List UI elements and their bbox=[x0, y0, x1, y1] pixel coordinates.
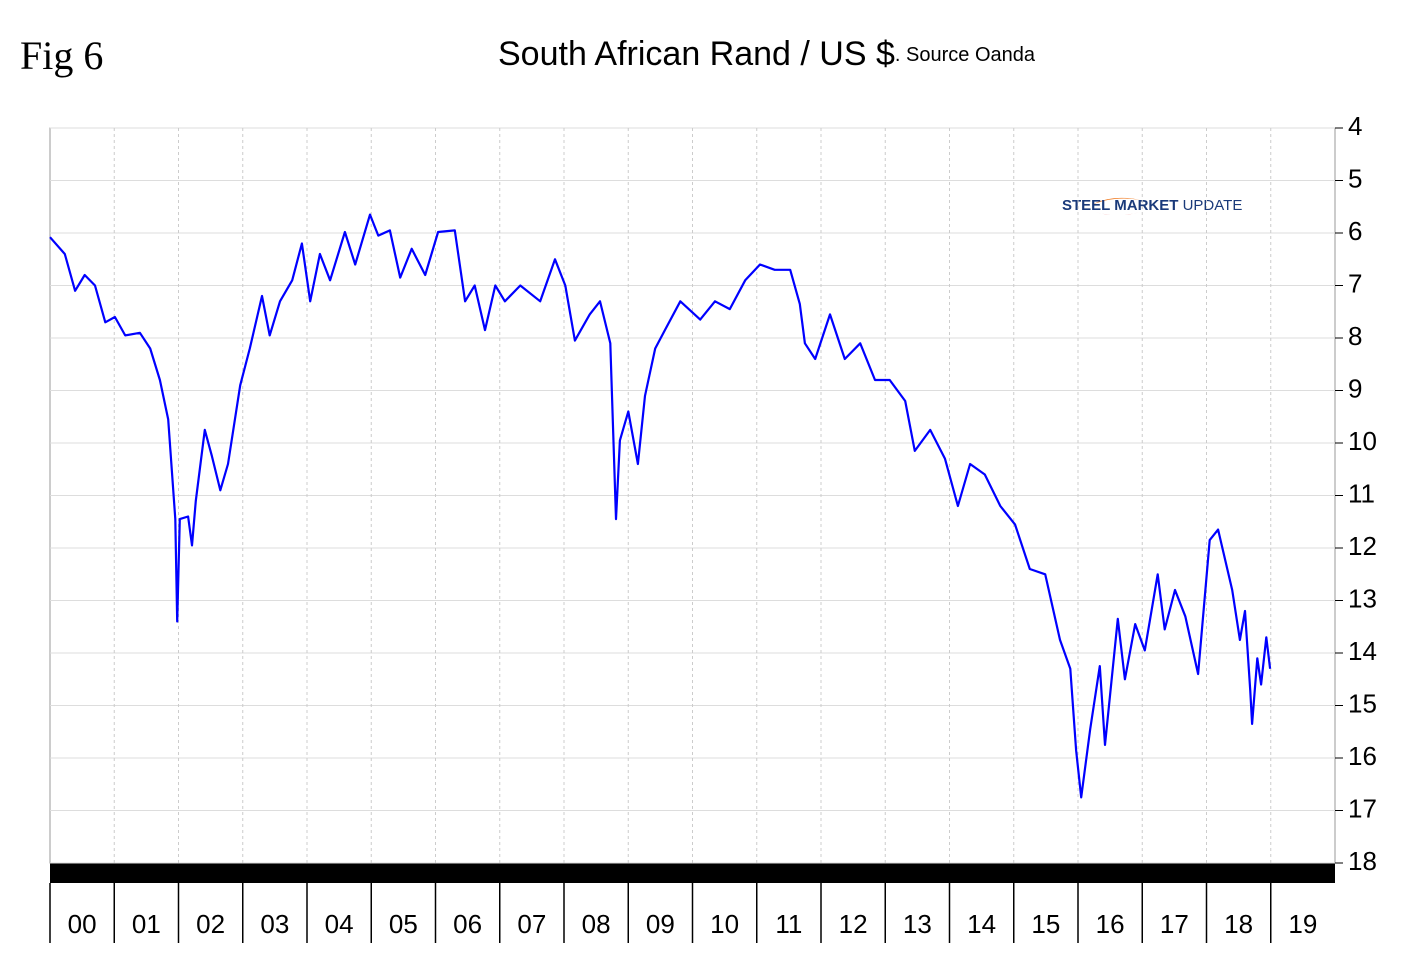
x-tick-label: 04 bbox=[325, 909, 354, 939]
y-tick-label: 16 bbox=[1348, 741, 1377, 771]
title: South African Rand / US $ bbox=[498, 35, 895, 73]
line bbox=[49, 213, 1272, 799]
y-tick-label: 8 bbox=[1348, 321, 1362, 351]
y-tick-label: 11 bbox=[1348, 478, 1375, 508]
logo: STEEL MARKET UPDATE bbox=[1062, 197, 1242, 216]
x-tick-label: 05 bbox=[389, 909, 418, 939]
x-tick-label: 17 bbox=[1160, 909, 1189, 939]
y-tick-label: 14 bbox=[1348, 636, 1377, 666]
y-tick-label: 18 bbox=[1348, 846, 1377, 876]
x-tick-label: 09 bbox=[646, 909, 675, 939]
x-tick-label: 07 bbox=[517, 909, 546, 939]
y-tick-label: 4 bbox=[1348, 111, 1362, 141]
figure-label: Fig 6 bbox=[20, 33, 103, 78]
x-tick-label: 01 bbox=[132, 909, 161, 939]
x-tick-label: 18 bbox=[1224, 909, 1253, 939]
y-tick-label: 13 bbox=[1348, 583, 1377, 613]
x-tick-label: 15 bbox=[1031, 909, 1060, 939]
x-axis-bar bbox=[50, 863, 1335, 883]
logo-part: UPDATE bbox=[1183, 197, 1243, 214]
y-tick-label: 17 bbox=[1348, 793, 1377, 823]
x-tick-label: 14 bbox=[967, 909, 996, 939]
y-tick-label: 15 bbox=[1348, 688, 1377, 718]
logo-text: STEEL MARKET UPDATE bbox=[1062, 197, 1242, 214]
x-tick-label: 02 bbox=[196, 909, 225, 939]
x-tick-label: 00 bbox=[68, 909, 97, 939]
x-tick-label: 19 bbox=[1288, 909, 1317, 939]
chart-title: South African Rand / US $. Source Oanda bbox=[498, 35, 1036, 73]
y-tick-label: 12 bbox=[1348, 531, 1377, 561]
x-tick-label: 06 bbox=[453, 909, 482, 939]
y-tick-label: 9 bbox=[1348, 373, 1362, 403]
y-tick-label: 10 bbox=[1348, 426, 1377, 456]
x-tick-label: 10 bbox=[710, 909, 739, 939]
y-tick-label: 6 bbox=[1348, 216, 1362, 246]
x-tick-label: 12 bbox=[839, 909, 868, 939]
subtitle: . Source Oanda bbox=[895, 44, 1036, 66]
y-tick-label: 5 bbox=[1348, 163, 1362, 193]
x-tick-label: 08 bbox=[582, 909, 611, 939]
x-tick-label: 03 bbox=[260, 909, 289, 939]
x-tick-label: 13 bbox=[903, 909, 932, 939]
x-tick-label: 16 bbox=[1096, 909, 1125, 939]
x-tick-label: 11 bbox=[775, 909, 802, 939]
logo-part: MARKET bbox=[1114, 197, 1178, 214]
y-tick-label: 7 bbox=[1348, 268, 1362, 298]
logo-part: STEEL bbox=[1062, 197, 1110, 214]
